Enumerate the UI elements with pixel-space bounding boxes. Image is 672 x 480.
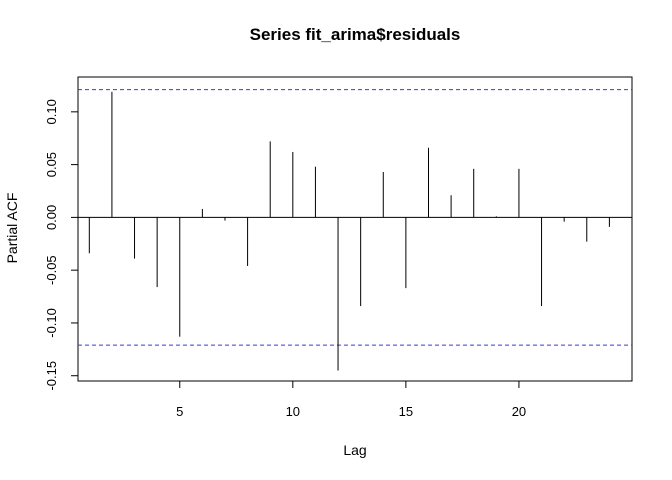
y-tick-label: -0.05 [44,255,59,285]
y-tick-label: -0.15 [44,361,59,391]
plot-frame [77,76,633,382]
x-tick-label: 10 [286,404,300,419]
plot-area: 5 10 15 20 -0.15 -0.10 -0.05 0.00 0.05 0.10 [44,76,633,419]
y-tick-label: 0.05 [44,152,59,177]
y-tick-label: -0.10 [44,308,59,338]
chart-title: Series fit_arima$residuals [250,25,461,44]
y-tick-label: 0.10 [44,99,59,124]
x-tick-label: 5 [176,404,183,419]
x-tick-label: 20 [512,404,526,419]
x-axis-label: Lag [343,442,366,458]
y-tick-label: 0.00 [44,205,59,230]
x-tick-label: 15 [399,404,413,419]
y-axis-label: Partial ACF [4,193,20,264]
